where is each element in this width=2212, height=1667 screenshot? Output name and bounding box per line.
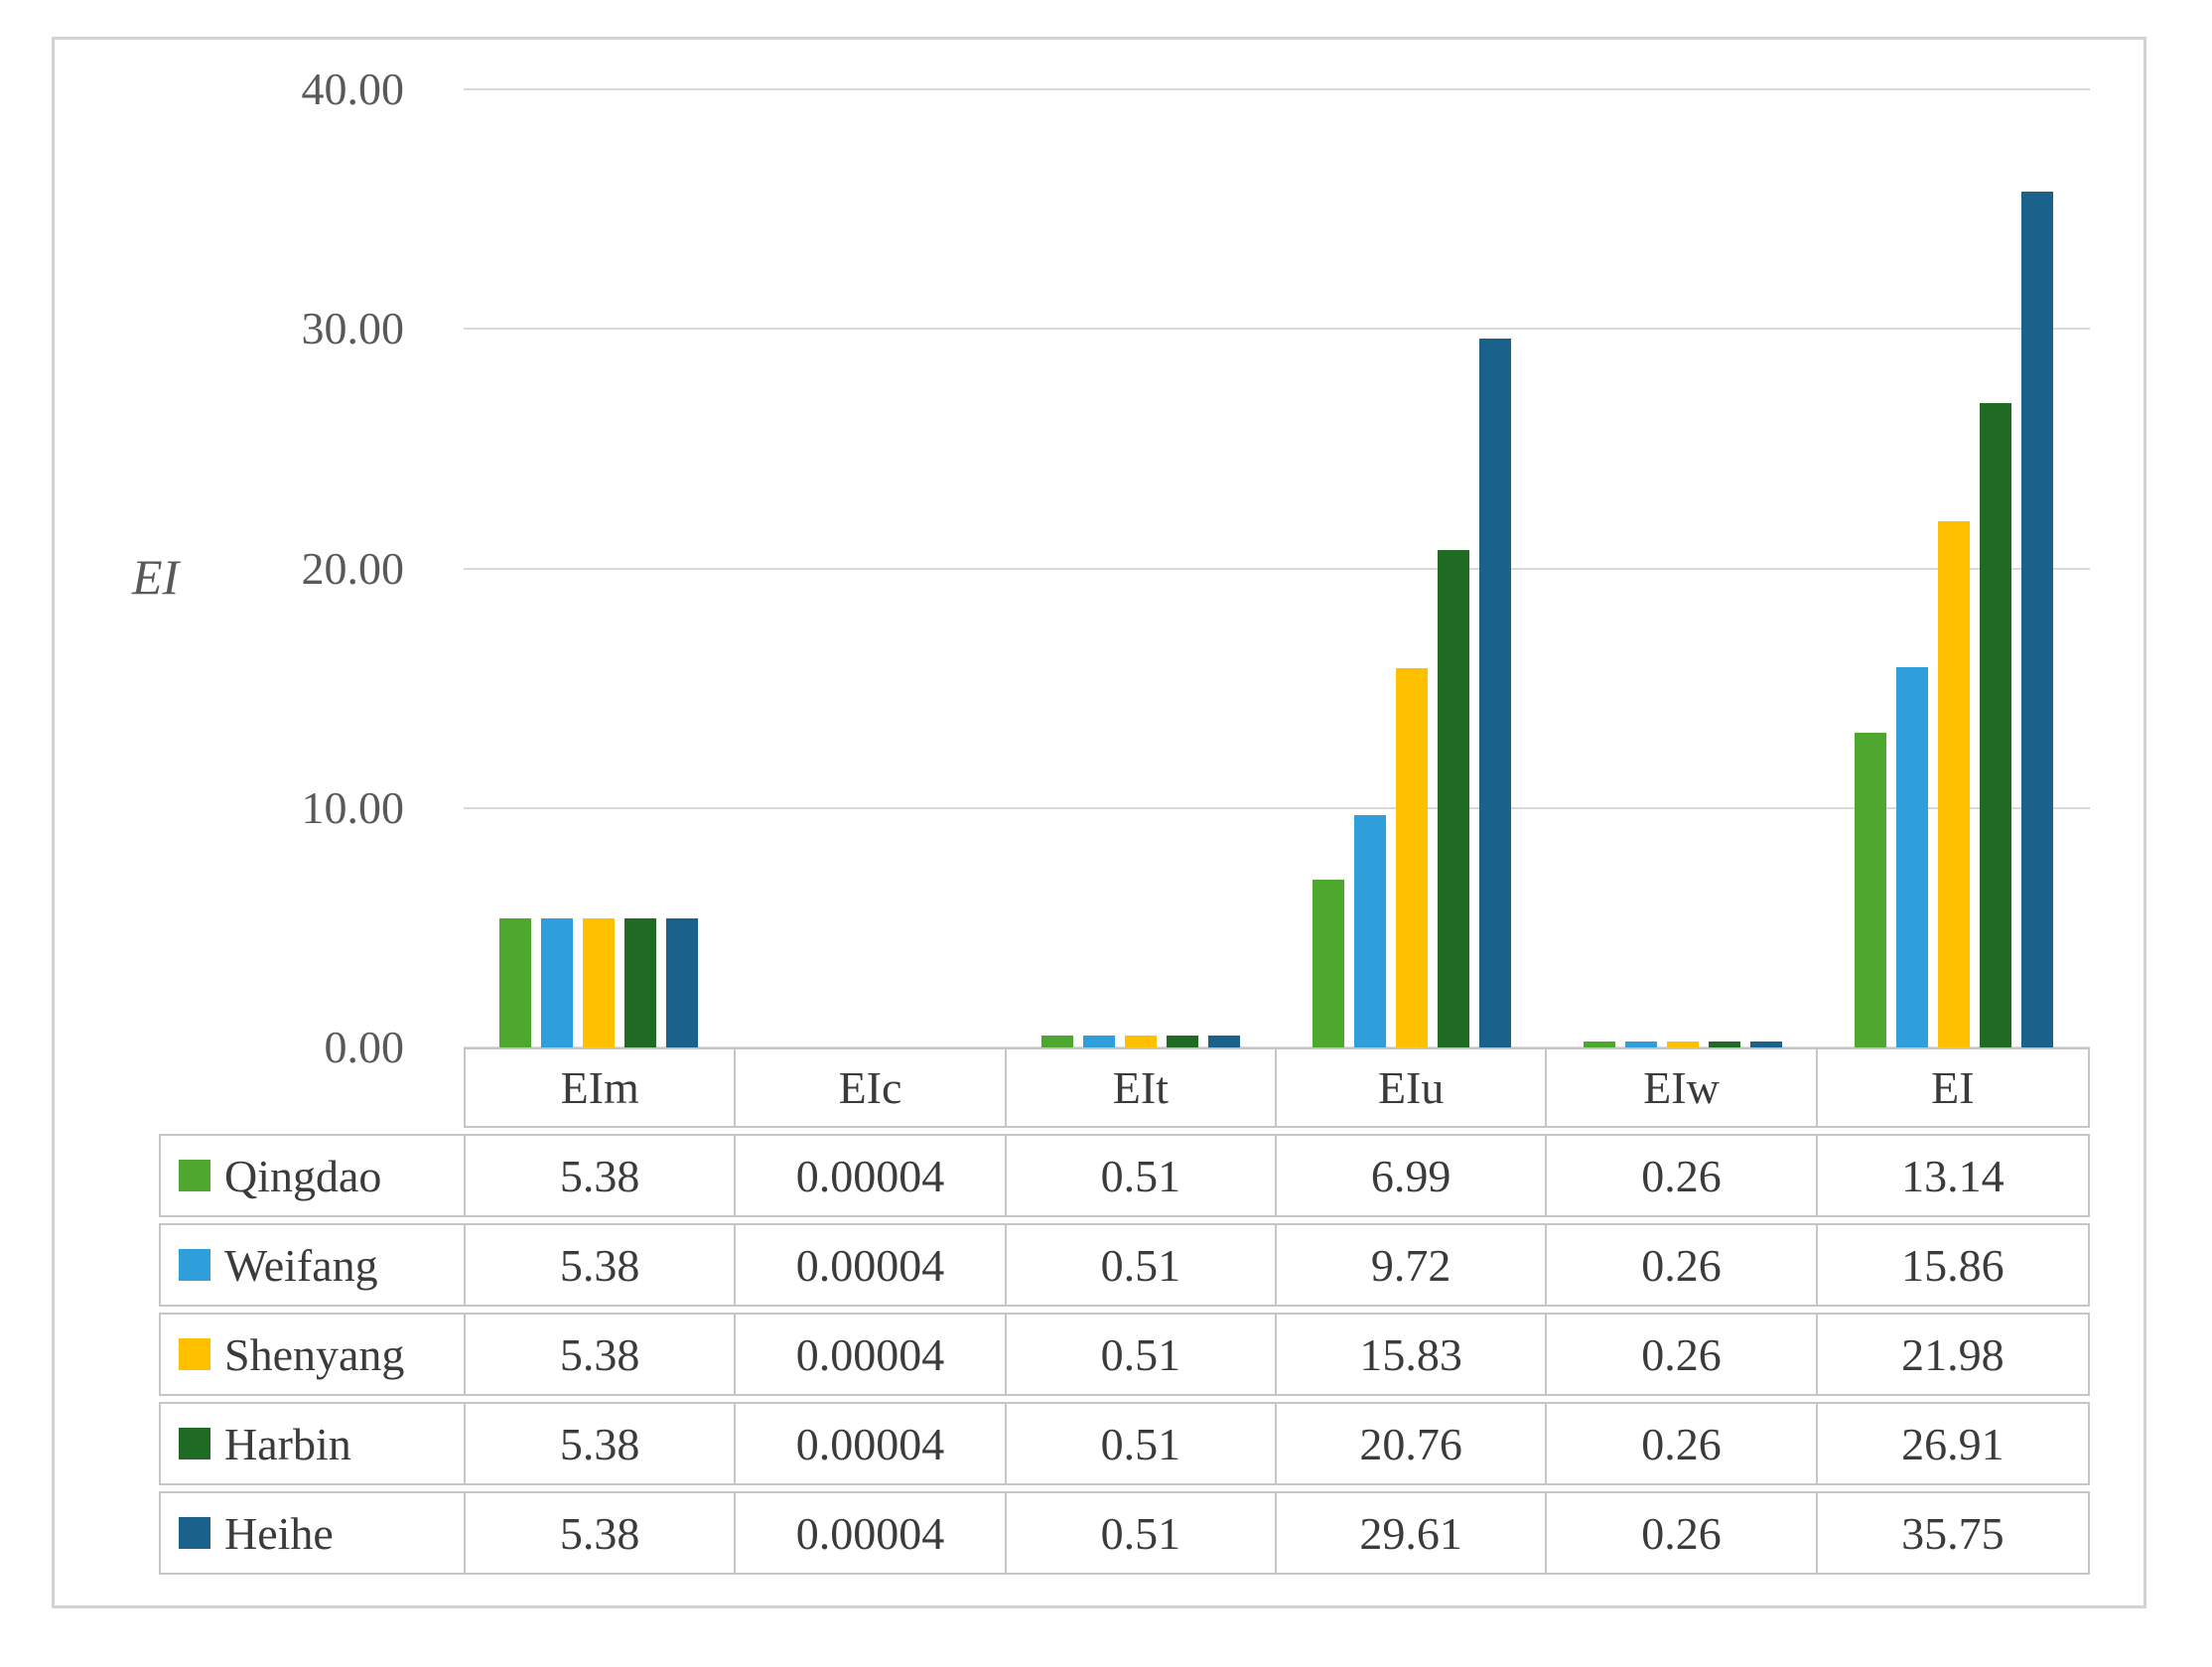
column-header-eim: EIm <box>466 1049 737 1126</box>
series-label-cell: Weifang <box>161 1225 466 1305</box>
table-cell: 0.26 <box>1547 1225 1818 1305</box>
series-name: Weifang <box>224 1239 378 1291</box>
table-cell: 0.26 <box>1547 1315 1818 1394</box>
table-cell: 0.00004 <box>736 1136 1007 1215</box>
gridline-20.00 <box>464 567 2090 570</box>
y-tick-label-30.00: 30.00 <box>301 303 405 354</box>
table-cell: 0.00004 <box>736 1493 1007 1573</box>
table-row-shenyang: Shenyang 5.38 0.00004 0.51 15.83 0.26 21… <box>159 1313 2090 1396</box>
data-table-header-row: EIm EIc EIt EIu EIw EI <box>464 1047 2090 1128</box>
legend-swatch-harbin <box>179 1428 210 1459</box>
bar-qingdao-eiw <box>1584 1042 1615 1047</box>
table-row-qingdao: Qingdao 5.38 0.00004 0.51 6.99 0.26 13.1… <box>159 1134 2090 1217</box>
table-cell: 0.51 <box>1007 1404 1277 1483</box>
table-cell: 0.00004 <box>736 1315 1007 1394</box>
bar-harbin-eiw <box>1709 1042 1740 1047</box>
legend-swatch-shenyang <box>179 1338 210 1370</box>
table-cell: 5.38 <box>466 1136 737 1215</box>
series-name: Qingdao <box>224 1150 382 1201</box>
column-header-eiu: EIu <box>1277 1049 1548 1126</box>
table-cell: 0.51 <box>1007 1315 1277 1394</box>
bar-shenyang-eiu <box>1396 668 1428 1047</box>
bar-qingdao-eit <box>1041 1036 1073 1047</box>
series-label-cell: Shenyang <box>161 1315 466 1394</box>
series-label-cell: Harbin <box>161 1404 466 1483</box>
bar-shenyang-ei <box>1938 521 1970 1047</box>
table-cell: 35.75 <box>1901 1507 2005 1559</box>
column-header-ei: EI <box>1931 1062 1975 1113</box>
bar-weifang-eiw <box>1625 1042 1657 1047</box>
table-cell: 20.76 <box>1277 1404 1548 1483</box>
bar-heihe-ei <box>2021 192 2053 1047</box>
table-row-heihe: Heihe 5.38 0.00004 0.51 29.61 0.26 35.75 <box>159 1491 2090 1575</box>
table-cell: 0.00004 <box>736 1225 1007 1305</box>
table-cell: 29.61 <box>1277 1493 1548 1573</box>
table-cell: 0.26 <box>1547 1404 1818 1483</box>
bar-shenyang-eit <box>1125 1036 1157 1047</box>
table-cell: 0.51 <box>1007 1493 1277 1573</box>
table-cell: 9.72 <box>1277 1225 1548 1305</box>
table-cell: 0.51 <box>1007 1136 1277 1215</box>
bar-qingdao-eiu <box>1313 880 1344 1047</box>
series-label-cell: Qingdao <box>161 1136 466 1215</box>
legend-swatch-weifang <box>179 1249 210 1281</box>
bar-weifang-eit <box>1083 1036 1115 1047</box>
table-cell: 15.83 <box>1277 1315 1548 1394</box>
gridline-10.00 <box>464 806 2090 809</box>
bar-heihe-eim <box>666 918 698 1047</box>
y-tick-label-0.00: 0.00 <box>324 1022 405 1072</box>
bar-weifang-ei <box>1896 667 1928 1047</box>
bar-qingdao-ei <box>1855 733 1886 1047</box>
y-axis-title: EI <box>132 549 180 605</box>
column-header-eiw: EIw <box>1547 1049 1818 1126</box>
table-cell: 0.26 <box>1547 1136 1818 1215</box>
bar-heihe-eiu <box>1479 339 1511 1047</box>
legend-swatch-heihe <box>179 1517 210 1549</box>
legend-swatch-qingdao <box>179 1160 210 1191</box>
table-cell: 13.14 <box>1901 1150 2005 1201</box>
chart-frame: EI 40.00 30.00 20.00 10.00 0.00 EIm EIc EIt … <box>52 37 2146 1608</box>
series-name: Heihe <box>224 1507 334 1559</box>
bar-shenyang-eiw <box>1667 1042 1699 1047</box>
y-tick-label-40.00: 40.00 <box>301 64 405 114</box>
bar-harbin-eit <box>1167 1036 1198 1047</box>
table-cell: 0.26 <box>1547 1493 1818 1573</box>
bar-harbin-eim <box>624 918 656 1047</box>
gridline-30.00 <box>464 328 2090 331</box>
table-cell: 15.86 <box>1901 1239 2005 1291</box>
table-cell: 5.38 <box>466 1404 737 1483</box>
column-header-eit: EIt <box>1007 1049 1277 1126</box>
table-row-weifang: Weifang 5.38 0.00004 0.51 9.72 0.26 15.8… <box>159 1223 2090 1307</box>
bar-qingdao-eim <box>499 918 531 1047</box>
table-cell: 6.99 <box>1277 1136 1548 1215</box>
bar-harbin-ei <box>1980 403 2011 1047</box>
table-cell: 0.00004 <box>736 1404 1007 1483</box>
bar-shenyang-eim <box>583 918 615 1047</box>
series-name: Shenyang <box>224 1328 405 1380</box>
series-label-cell: Heihe <box>161 1493 466 1573</box>
table-cell: 5.38 <box>466 1315 737 1394</box>
table-cell: 5.38 <box>466 1225 737 1305</box>
table-row-harbin: Harbin 5.38 0.00004 0.51 20.76 0.26 26.9… <box>159 1402 2090 1485</box>
bar-heihe-eit <box>1208 1036 1240 1047</box>
y-tick-label-10.00: 10.00 <box>301 781 405 833</box>
gridline-40.00 <box>464 88 2090 90</box>
table-cell: 21.98 <box>1901 1328 2005 1380</box>
bar-heihe-eiw <box>1750 1042 1782 1047</box>
series-name: Harbin <box>224 1418 351 1469</box>
table-cell: 0.51 <box>1007 1225 1277 1305</box>
bar-weifang-eim <box>541 918 573 1047</box>
bar-weifang-eiu <box>1354 815 1386 1047</box>
y-tick-label-20.00: 20.00 <box>301 542 405 594</box>
table-cell: 26.91 <box>1901 1418 2005 1469</box>
column-header-eic: EIc <box>736 1049 1007 1126</box>
bar-harbin-eiu <box>1438 550 1469 1047</box>
table-cell: 5.38 <box>466 1493 737 1573</box>
